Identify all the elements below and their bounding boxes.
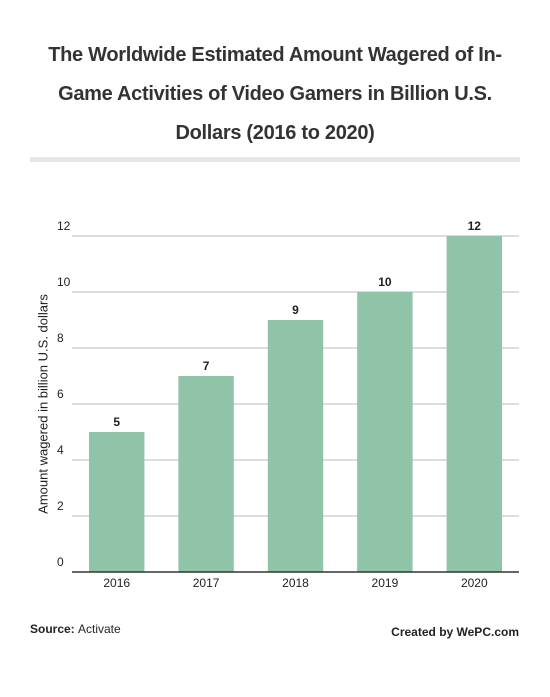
y-tick-label: 12 [57, 219, 71, 233]
x-tick-label: 2016 [103, 576, 130, 590]
y-tick-label: 8 [57, 331, 64, 345]
value-label: 7 [203, 359, 210, 373]
bar [357, 292, 413, 572]
source-label: Source: [30, 622, 75, 636]
y-axis-label: Amount wagered in billion U.S. dollars [35, 294, 50, 514]
y-tick-label: 2 [57, 499, 64, 513]
chart-title: The Worldwide Estimated Amount Wagered o… [48, 44, 502, 144]
bar [446, 236, 503, 572]
y-tick-label: 4 [57, 443, 64, 457]
value-label: 10 [378, 275, 392, 289]
source: Activate [78, 622, 121, 636]
y-tick-label: 0 [57, 555, 64, 569]
x-tick-label: 2018 [282, 576, 309, 590]
y-tick-label: 6 [57, 387, 64, 401]
value-label: 12 [468, 219, 482, 233]
x-tick-label: 2019 [372, 576, 399, 590]
bar [267, 320, 324, 572]
x-tick-label: 2020 [461, 576, 488, 590]
value-label: 9 [292, 303, 299, 317]
credit: Created by WePC.com [391, 625, 519, 639]
title-rule [30, 157, 520, 162]
bar [178, 376, 234, 572]
value-label: 5 [113, 415, 120, 429]
y-tick-label: 10 [57, 275, 71, 289]
bar [88, 432, 145, 572]
x-tick-label: 2017 [193, 576, 220, 590]
